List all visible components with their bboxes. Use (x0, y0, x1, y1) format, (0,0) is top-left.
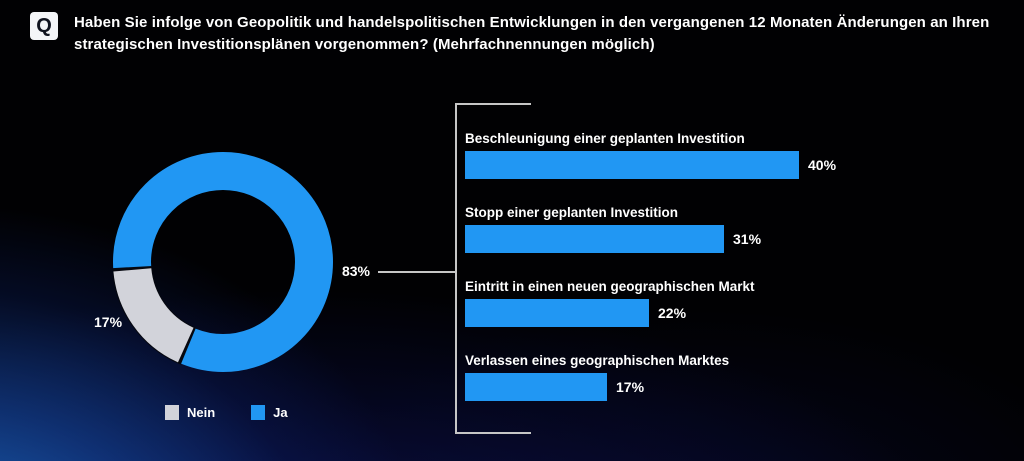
bar-chart: Beschleunigung einer geplanten Investiti… (465, 131, 1024, 427)
bar-category-label: Beschleunigung einer geplanten Investiti… (465, 131, 745, 146)
bar-value-label: 17% (616, 379, 645, 395)
bar-category-label: Verlassen eines geographischen Marktes (465, 353, 730, 368)
bar-value-label: 31% (733, 231, 762, 247)
donut-nein-value: 17% (94, 314, 123, 330)
legend-label-nein: Nein (187, 405, 216, 420)
legend-label-ja: Ja (273, 405, 288, 420)
bar-group: Verlassen eines geographischen Marktes 1… (465, 353, 1024, 401)
question-badge: Q (30, 12, 58, 40)
bar-value-label: 22% (658, 305, 687, 321)
bar-value-label: 40% (808, 157, 837, 173)
legend-item-ja: Ja (251, 405, 288, 420)
bracket-line (455, 103, 531, 434)
legend-swatch-ja (251, 405, 266, 420)
question-line-1: Haben Sie infolge von Geopolitik und han… (74, 14, 990, 31)
question-line-2: strategischen Investitionsplänen vorgeno… (74, 36, 655, 53)
bar-row: 40% (465, 151, 1024, 179)
donut-ja-value: 83% (341, 263, 370, 279)
bar-row: 31% (465, 225, 1024, 253)
bar-group: Beschleunigung einer geplanten Investiti… (465, 131, 1024, 179)
donut-nein-arc (113, 152, 333, 372)
bar-fill (465, 299, 649, 327)
legend-item-nein: Nein (165, 405, 215, 420)
bar-row: 22% (465, 299, 1024, 327)
bar-fill (465, 225, 724, 253)
bar-category-label: Eintritt in einen neuen geographischen M… (465, 279, 755, 294)
donut-ja-arc (113, 152, 333, 372)
donut-legend: Nein Ja (165, 405, 288, 420)
bar-group: Stopp einer geplanten Investition 31% (465, 205, 1024, 253)
bar-category-label: Stopp einer geplanten Investition (465, 205, 679, 220)
bar-fill (465, 373, 607, 401)
bar-fill (465, 151, 799, 179)
question-text: Haben Sie infolge von Geopolitik und han… (74, 12, 1004, 56)
connector-line (378, 271, 455, 273)
legend-swatch-nein (165, 405, 179, 420)
donut-svg (112, 151, 334, 373)
donut-chart (112, 151, 334, 373)
bar-row: 17% (465, 373, 1024, 401)
bar-group: Eintritt in einen neuen geographischen M… (465, 279, 1024, 327)
